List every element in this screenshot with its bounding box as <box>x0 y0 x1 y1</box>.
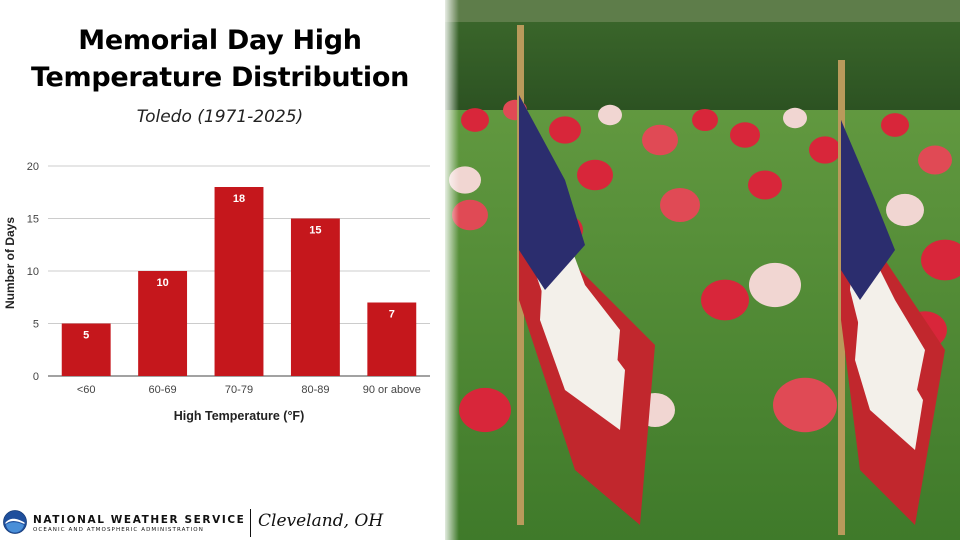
y-tick-label: 5 <box>33 319 39 331</box>
carnation <box>459 387 511 433</box>
carnation <box>886 193 924 227</box>
carnation <box>452 199 488 231</box>
carnation <box>642 124 678 156</box>
chart-bars: 5 10 18 15 7 <box>61 187 417 376</box>
carnation <box>701 279 749 321</box>
carnations <box>449 99 960 433</box>
carnation <box>749 262 801 308</box>
footer-divider <box>250 509 251 537</box>
flags-illustration <box>445 0 960 540</box>
bar-value-label: 18 <box>233 193 245 205</box>
carnation <box>783 107 807 129</box>
bar <box>214 187 264 376</box>
carnation <box>773 377 837 433</box>
bar <box>367 302 417 376</box>
y-tick-label: 0 <box>33 371 39 383</box>
bar <box>61 323 111 376</box>
memorial-flags-photo <box>445 0 960 540</box>
sky-strip <box>445 0 960 22</box>
y-tick-label: 10 <box>27 266 39 278</box>
x-tick-label: 80-89 <box>301 384 329 396</box>
page-title: Memorial Day High Temperature Distributi… <box>0 22 440 96</box>
carnation <box>549 116 581 144</box>
x-tick-label: 90 or above <box>363 384 421 396</box>
histogram-chart: 5 10 18 15 7 0 5 10 15 20 <60 60-69 70-79 80-89 90 or… <box>3 161 430 423</box>
y-tick-label: 15 <box>27 214 39 226</box>
bar-value-label: 10 <box>156 277 168 289</box>
carnation <box>598 104 622 126</box>
noaa-logo-icon <box>3 510 27 534</box>
title-line-1: Memorial Day High <box>78 25 362 56</box>
bar-value-label: 5 <box>83 330 89 342</box>
carnation <box>730 122 760 148</box>
x-tick-label: 70-79 <box>225 384 253 396</box>
carnation <box>881 113 909 137</box>
title-line-2: Temperature Distribution <box>30 62 410 93</box>
agency-name: NATIONAL WEATHER SERVICE <box>33 514 246 526</box>
x-axis-title: High Temperature (°F) <box>174 409 304 423</box>
infographic-panel: Memorial Day High Temperature Distributi… <box>0 0 445 540</box>
carnation <box>921 239 960 281</box>
y-axis-title: Number of Days <box>3 217 17 309</box>
carnation <box>692 108 718 132</box>
flag-right <box>838 60 945 535</box>
bar-value-label: 7 <box>389 309 395 321</box>
chart-tick-labels: 0 5 10 15 20 <60 60-69 70-79 80-89 90 or above <box>27 161 421 396</box>
y-tick-label: 20 <box>27 161 39 173</box>
x-tick-label: <60 <box>77 384 96 396</box>
bar <box>290 218 340 376</box>
carnation <box>748 170 782 200</box>
bar-value-label: 15 <box>309 225 321 237</box>
photo-edge-fade <box>445 0 459 540</box>
carnation <box>809 136 841 164</box>
bar <box>138 271 188 376</box>
flag-left <box>517 25 655 525</box>
carnation <box>577 159 613 191</box>
agency-subtitle: OCEANIC AND ATMOSPHERIC ADMINISTRATION <box>33 527 204 533</box>
chart-subtitle: Toledo (1971-2025) <box>136 107 304 127</box>
carnation <box>660 188 700 222</box>
x-tick-label: 60-69 <box>149 384 177 396</box>
carnation <box>918 145 952 175</box>
footer: NATIONAL WEATHER SERVICE OCEANIC AND ATM… <box>0 505 445 540</box>
carnation <box>461 108 489 132</box>
office-name: Cleveland, OH <box>258 511 384 531</box>
